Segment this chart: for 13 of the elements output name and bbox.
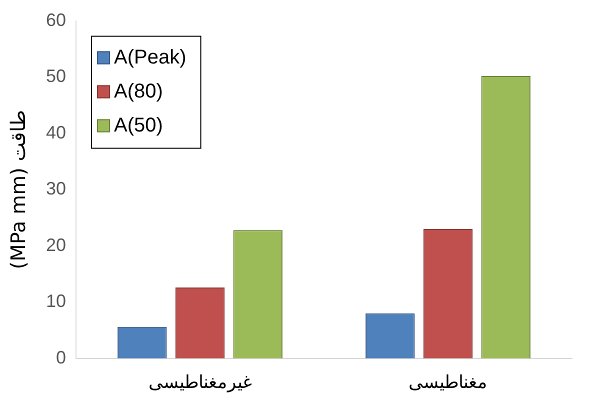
y-axis-title: (MPa mm) طاقت bbox=[6, 110, 30, 270]
y-tick-label: 40 bbox=[46, 122, 66, 142]
x-tick-label: مغناطیسی bbox=[408, 372, 488, 393]
y-tick-label: 60 bbox=[46, 10, 66, 30]
y-tick-label: 0 bbox=[56, 347, 66, 368]
y-tick-label: 20 bbox=[46, 234, 66, 255]
legend-label: A(50) bbox=[114, 114, 163, 136]
y-tick-label: 50 bbox=[46, 66, 66, 86]
x-tick-label: غیرمغناطیسی bbox=[148, 372, 252, 393]
legend-label: A(80) bbox=[114, 80, 163, 102]
y-tick-label: 10 bbox=[46, 291, 66, 312]
y-tick-label: 30 bbox=[46, 178, 66, 199]
legend-label: A(Peak) bbox=[114, 46, 186, 68]
